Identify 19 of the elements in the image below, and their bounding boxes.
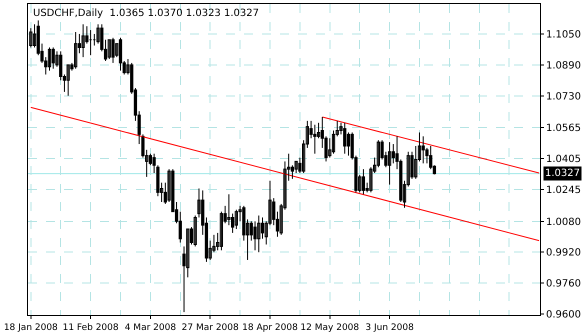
y-tick-label: 1.0080 [546,216,581,228]
y-tick-label: 1.1050 [546,29,581,40]
x-tick-label: 11 Feb 2008 [62,322,119,333]
x-tick-label: 18 Jan 2008 [4,322,58,333]
y-tick-label: 1.0405 [546,154,581,166]
y-tick-label: 1.0245 [546,184,581,196]
y-tick-label: 1.0565 [546,123,581,134]
x-tick-label: 27 Mar 2008 [182,322,239,333]
y-tick-label: 1.0730 [546,91,581,102]
y-tick-label: 0.9920 [546,248,581,259]
x-tick-label: 18 Apr 2008 [242,322,298,333]
y-tick-label: 0.9600 [546,310,581,321]
y-tick-label: 1.0890 [546,60,581,72]
chart-title: USDCHF,Daily 1.0365 1.0370 1.0323 1.0327 [33,8,259,19]
x-tick-label: 4 Mar 2008 [124,322,176,333]
ref-line-label: 1.0327 [545,168,580,179]
x-tick-label: 12 May 2008 [300,322,360,333]
x-tick-label: 3 Jun 2008 [365,322,414,333]
y-tick-label: 0.9760 [546,278,581,290]
